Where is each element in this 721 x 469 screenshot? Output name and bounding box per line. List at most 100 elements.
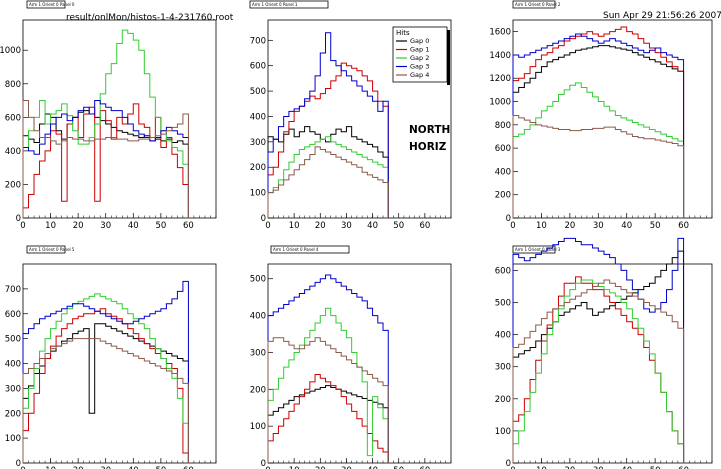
series-line-gap-3 — [22, 280, 189, 463]
y-tick-label: 300 — [495, 363, 511, 373]
x-tick-label: 30 — [593, 221, 604, 231]
x-tick-label: 30 — [341, 466, 352, 469]
x-tick-label: 40 — [621, 466, 632, 469]
x-tick-label: 40 — [621, 221, 632, 231]
legend-entry: Gap 0 — [410, 37, 429, 45]
series-line-gap-0 — [267, 385, 389, 463]
y-tick-label: 500 — [5, 335, 21, 345]
series-line-gap-2 — [512, 82, 685, 218]
series-line-gap-3 — [22, 100, 189, 218]
x-tick-label: 10 — [45, 221, 56, 231]
x-tick-label: 0 — [265, 221, 270, 231]
y-tick-label: 500 — [495, 299, 511, 309]
y-tick-label: 300 — [250, 348, 266, 358]
y-tick-label: 400 — [495, 167, 511, 177]
series-line-gap-1 — [512, 26, 685, 218]
north-label: NORTH — [409, 124, 451, 136]
x-tick-label: 20 — [73, 466, 84, 469]
y-tick-label: 500 — [250, 275, 266, 285]
x-tick-label: 30 — [100, 221, 111, 231]
y-tick-label: 0 — [261, 459, 266, 469]
y-tick-label: 400 — [250, 312, 266, 322]
horiz-label: HORIZ — [409, 141, 447, 153]
y-tick-label: 0 — [506, 459, 511, 469]
plot-title: Arm 1 Orient 0 Panel 4 — [273, 247, 319, 252]
y-tick-label: 200 — [495, 191, 511, 201]
series-line-gap-4 — [512, 115, 685, 218]
y-tick-label: 1400 — [489, 51, 511, 61]
y-tick-label: 0 — [261, 214, 266, 224]
y-tick-label: 200 — [5, 409, 21, 419]
x-tick-label: 10 — [289, 466, 300, 469]
y-tick-label: 700 — [5, 285, 21, 295]
y-tick-label: 0 — [16, 459, 21, 469]
y-tick-label: 1600 — [489, 28, 511, 38]
x-tick-label: 0 — [510, 466, 515, 469]
series-line-gap-2 — [22, 293, 189, 463]
plot-frame — [267, 263, 452, 464]
y-tick-label: 300 — [5, 384, 21, 394]
y-tick-label: 0 — [506, 214, 511, 224]
plot-frame — [22, 19, 217, 219]
plot-title: Arm 1 Orient 0 Panel 3 — [515, 247, 561, 252]
series-line-gap-0 — [267, 126, 389, 218]
x-tick-label: 20 — [315, 466, 326, 469]
y-tick-label: 100 — [495, 427, 511, 437]
x-tick-label: 50 — [393, 466, 404, 469]
plot-title: Arm 1 Orient 0 Panel 2 — [515, 2, 561, 7]
y-tick-label: 400 — [250, 112, 266, 122]
x-tick-label: 10 — [289, 221, 300, 231]
x-tick-label: 20 — [564, 466, 575, 469]
plot-title-box — [512, 245, 556, 254]
y-tick-label: 0 — [16, 214, 21, 224]
series-line-gap-0 — [512, 250, 685, 463]
series-line-gap-3 — [512, 237, 685, 463]
x-tick-label: 20 — [564, 221, 575, 231]
x-tick-label: 0 — [265, 466, 270, 469]
y-tick-label: 600 — [495, 144, 511, 154]
y-tick-label: 500 — [250, 87, 266, 97]
y-tick-label: 600 — [250, 62, 266, 72]
series-line-gap-2 — [267, 136, 389, 218]
x-tick-label: 50 — [393, 221, 404, 231]
date-label: Sun Apr 29 21:56:26 2007 — [603, 11, 721, 21]
x-tick-label: 10 — [536, 466, 547, 469]
y-tick-label: 100 — [250, 189, 266, 199]
series-line-gap-1 — [22, 103, 189, 218]
y-tick-label: 1000 — [0, 46, 21, 56]
series-line-gap-0 — [22, 110, 189, 218]
x-tick-label: 50 — [155, 466, 166, 469]
x-tick-label: 0 — [510, 221, 515, 231]
y-tick-label: 400 — [5, 360, 21, 370]
x-tick-label: 30 — [100, 466, 111, 469]
file-name: result/onlMon/histos-1-4-231760.root — [66, 13, 234, 23]
plot-frame — [512, 263, 713, 464]
plot-title: Arm 1 Orient 0 Panel 0 — [29, 2, 75, 7]
series-line-gap-0 — [22, 323, 189, 463]
x-tick-label: 0 — [20, 466, 25, 469]
y-tick-label: 800 — [5, 80, 21, 90]
plot-title-box — [26, 0, 66, 9]
series-line-gap-3 — [267, 274, 389, 463]
series-line-gap-1 — [267, 62, 389, 218]
y-tick-label: 700 — [250, 36, 266, 46]
series-line-gap-2 — [267, 307, 389, 463]
x-tick-label: 40 — [367, 466, 378, 469]
series-line-gap-4 — [267, 146, 389, 218]
plot-title-box — [512, 0, 556, 9]
series-line-gap-3 — [267, 32, 389, 218]
x-tick-label: 20 — [73, 221, 84, 231]
x-tick-label: 0 — [20, 221, 25, 231]
x-tick-label: 60 — [183, 221, 194, 231]
legend-title: Hits — [396, 29, 410, 37]
series-line-gap-4 — [22, 338, 189, 463]
legend-entry: Gap 3 — [410, 63, 429, 71]
y-tick-label: 400 — [5, 147, 21, 157]
plot-frame — [22, 263, 217, 464]
series-line-gap-0 — [512, 45, 685, 218]
y-tick-label: 400 — [495, 331, 511, 341]
y-tick-label: 300 — [250, 138, 266, 148]
x-tick-label: 60 — [183, 466, 194, 469]
y-tick-label: 100 — [250, 422, 266, 432]
